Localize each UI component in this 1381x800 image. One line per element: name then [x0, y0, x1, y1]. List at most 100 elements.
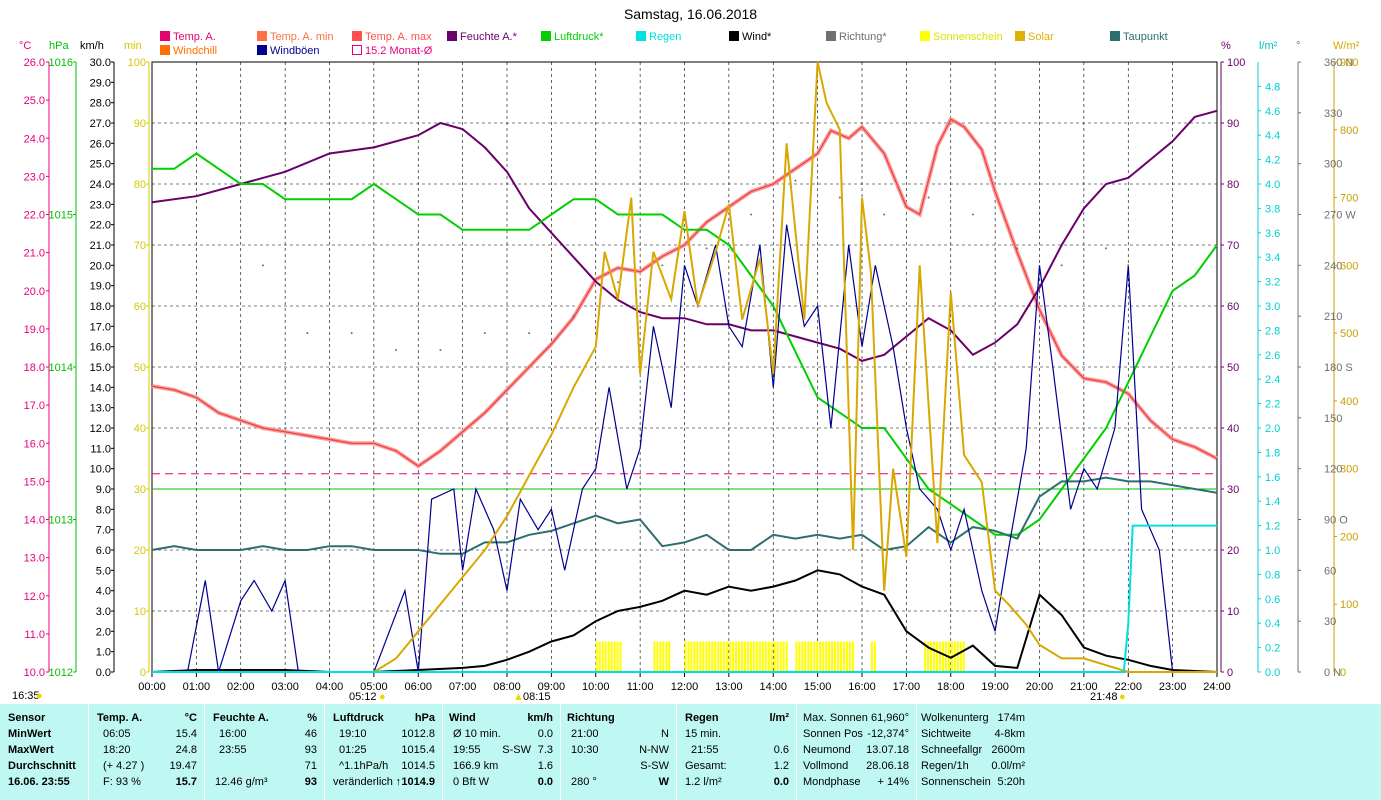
y-tick-label: 200: [1340, 531, 1358, 543]
direction-min-value: N: [661, 728, 669, 740]
y-tick-label: 13.0: [24, 553, 45, 565]
humidity-max-time: 23:55: [219, 744, 247, 756]
y-tick-label: 23.0: [24, 171, 45, 183]
misc-value-3: 0.0l/m²: [991, 760, 1025, 772]
legend-label: Regen: [649, 31, 682, 43]
wind-current: 0.0: [537, 776, 553, 788]
panel-astro: Max. Sonnen 61,960° Sonnen Pos -12,374° …: [796, 704, 917, 800]
y-tick-label: 240: [1324, 260, 1342, 272]
sunshine-bar: [735, 641, 738, 672]
temp-min-value: 15.4: [175, 728, 197, 740]
astro-value-1: -12,374°: [867, 728, 909, 740]
y-tick-label: 300: [1340, 464, 1358, 476]
sunshine-bar: [711, 641, 714, 672]
temp-avg-value: 19.47: [169, 760, 197, 772]
direction-point: [1060, 264, 1063, 267]
y-tick-label: 80: [134, 179, 146, 191]
x-tick-label: 00:00: [138, 681, 166, 693]
sunshine-bar: [755, 641, 758, 672]
x-tick-label: 23:00: [1159, 681, 1187, 693]
moonrise-time: 08:15: [523, 691, 551, 703]
sunshine-bar: [798, 641, 801, 672]
y-tick-label: 90 O: [1324, 515, 1348, 527]
direction-point: [439, 349, 442, 352]
y-tick-label: 0 N: [1324, 667, 1341, 679]
wind-avg10-value: 0.0: [537, 728, 553, 740]
y-tick-label: 0: [1340, 667, 1346, 679]
sunshine-bar: [749, 641, 752, 672]
sunshine-bar: [717, 641, 720, 672]
direction-point: [971, 213, 974, 216]
y-tick-label: 25.0: [90, 159, 111, 171]
y-tick-label: 70: [134, 240, 146, 252]
pressure-max-value: 1015.4: [401, 744, 435, 756]
y-tick-label: 2.8: [1265, 325, 1280, 337]
legend-swatch: [160, 45, 170, 55]
misc-label-1: Sichtweite: [921, 728, 972, 740]
legend-item: Solar: [1015, 31, 1054, 44]
y-tick-label: 20.0: [90, 260, 111, 272]
legend-item: Sonnenschein: [920, 31, 1003, 44]
y-tick-label: 24.0: [90, 179, 111, 191]
y-tick-label: 90: [1227, 118, 1239, 130]
y-tick-label: 210: [1324, 311, 1342, 323]
sunshine-bar: [930, 641, 933, 672]
y-tick-label: 30.0: [90, 57, 111, 69]
y-tick-label: 0: [1227, 667, 1233, 679]
y-tick-label: 360 N: [1324, 57, 1353, 69]
series-line-rain: [152, 524, 1217, 673]
sunshine-bar: [938, 641, 941, 672]
y-tick-label: 4.0: [96, 586, 111, 598]
sunshine-bar: [738, 641, 741, 672]
humidity-max-value: 93: [304, 744, 317, 756]
y-tick-label: 20: [134, 545, 146, 557]
y-tick-label: 60: [134, 301, 146, 313]
y-tick-label: 27.0: [90, 118, 111, 130]
x-tick-label: 02:00: [227, 681, 255, 693]
rain-max-time: 21:55: [691, 744, 719, 756]
y-tick-label: 6.0: [96, 545, 111, 557]
x-tick-label: 03:00: [271, 681, 299, 693]
row-label-avg: Durchschnitt: [8, 760, 76, 772]
direction-max-value: N-NW: [639, 744, 669, 756]
y-tick-label: 11.0: [90, 443, 111, 455]
direction-header: Richtung: [567, 712, 615, 724]
sunshine-bar: [726, 641, 729, 672]
unit-wm2: W/m²: [1333, 40, 1360, 52]
sunshine-bar: [696, 641, 699, 672]
sunshine-bar: [705, 641, 708, 672]
x-tick-label: 17:00: [893, 681, 921, 693]
misc-label-4: Sonnenschein: [921, 776, 991, 788]
sunshine-bar: [873, 641, 876, 672]
sunshine-bar: [779, 641, 782, 672]
sunshine-bar: [845, 641, 848, 672]
sensor-date: 16.06. 23:55: [8, 776, 70, 788]
x-tick-label: 06:00: [404, 681, 432, 693]
sunshine-bar: [761, 641, 764, 672]
y-tick-label: 1.4: [1265, 496, 1280, 508]
panel-misc: Wolkenunterg 174m Sichtweite 4-8km Schne…: [916, 704, 1029, 800]
misc-label-0: Wolkenunterg: [921, 712, 989, 724]
sunshine-bar: [699, 641, 702, 672]
sunshine-bar: [659, 641, 662, 672]
direction-point: [572, 315, 575, 318]
sunshine-bar: [690, 641, 693, 672]
panel-sensor: Sensor MinWert MaxWert Durchschnitt 16.0…: [0, 704, 88, 800]
y-tick-label: 4.8: [1265, 81, 1280, 93]
y-tick-label: 120: [1324, 464, 1342, 476]
legend-swatch: [1110, 31, 1120, 41]
direction-degrees: 280 °: [571, 776, 597, 788]
y-tick-label: 20.0: [24, 286, 45, 298]
panel-rain: Regen l/m² 15 min. 21:55 0.6 Gesamt: 1.2…: [676, 704, 797, 800]
y-tick-label: 14.0: [90, 382, 111, 394]
sunshine-bar: [870, 641, 873, 672]
rain-header: Regen: [685, 712, 719, 724]
humidity-abs: 12.46 g/m³: [215, 776, 268, 788]
legend-label: Luftdruck*: [554, 31, 604, 43]
legend-swatch: [447, 31, 457, 41]
sunshine-bar: [837, 641, 840, 672]
panel-pressure: Luftdruck hPa 19:10 1012.8 01:25 1015.4 …: [324, 704, 443, 800]
unit-temp: °C: [19, 40, 32, 52]
humidity-min-value: 46: [304, 728, 317, 740]
legend-swatch: [257, 31, 267, 41]
